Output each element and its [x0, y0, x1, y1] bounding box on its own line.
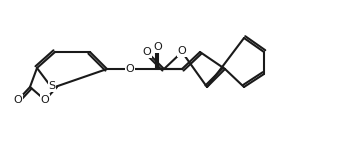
- Text: O: O: [178, 46, 186, 56]
- Text: S: S: [49, 81, 55, 91]
- Text: O: O: [41, 95, 49, 105]
- Text: O: O: [126, 64, 134, 74]
- Text: O: O: [153, 42, 163, 52]
- Text: O: O: [14, 95, 22, 105]
- Text: O: O: [143, 47, 151, 57]
